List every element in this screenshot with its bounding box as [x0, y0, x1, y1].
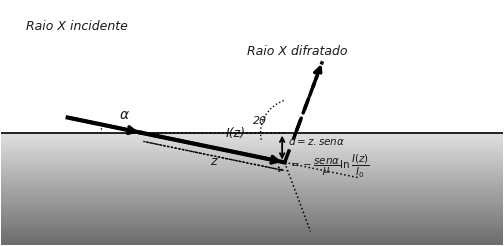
Text: $= -\dfrac{sen\alpha}{\mu}\ln\dfrac{I(z)}{I_0}$: $= -\dfrac{sen\alpha}{\mu}\ln\dfrac{I(z)…: [288, 153, 370, 180]
Text: Raio X difratado: Raio X difratado: [247, 46, 348, 58]
Text: Raio X incidente: Raio X incidente: [26, 20, 128, 33]
Text: 2θ: 2θ: [253, 116, 267, 126]
Text: z: z: [210, 155, 216, 168]
Text: $d = z.sen\alpha$: $d = z.sen\alpha$: [288, 135, 345, 147]
Text: I(z): I(z): [226, 127, 246, 140]
Text: α: α: [119, 108, 129, 122]
